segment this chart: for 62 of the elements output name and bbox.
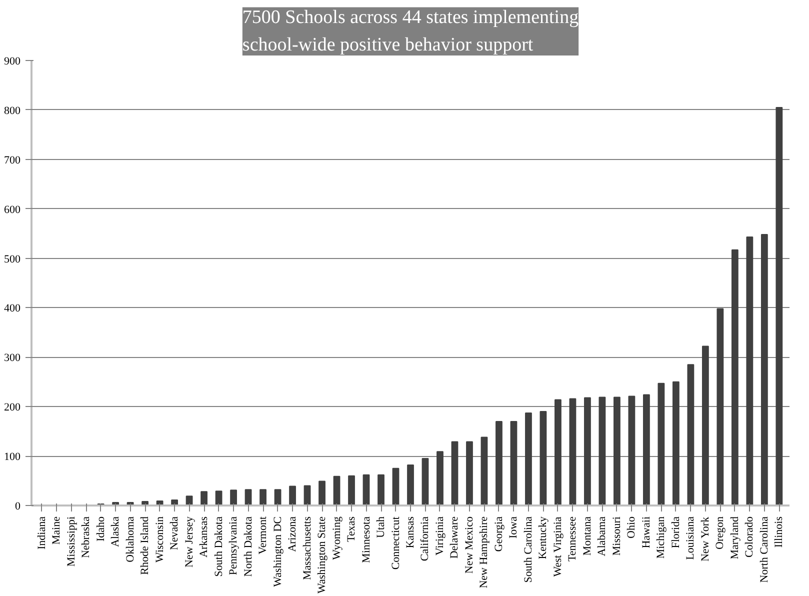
- y-tick-label: 600: [4, 204, 21, 216]
- y-tick-label: 300: [4, 352, 21, 364]
- y-tick-label: 500: [4, 253, 21, 266]
- x-tick-label: South Carolina: [522, 516, 534, 583]
- x-tick-label: Louisiana: [684, 516, 697, 560]
- y-tick-label: 900: [4, 56, 21, 68]
- x-tick-label: Utah: [375, 516, 388, 538]
- x-tick-label: Michigan: [655, 516, 668, 559]
- x-tick-label: Illinois: [773, 516, 786, 548]
- x-tick-label: Georgia: [492, 516, 505, 552]
- x-tick-label: New York: [699, 516, 712, 562]
- x-tick-label: Nebraska: [80, 516, 92, 558]
- x-tick-label: Maryland: [728, 516, 741, 560]
- x-tick-label: North Dakota: [242, 516, 254, 577]
- x-tick-label: Texas: [346, 516, 358, 542]
- x-tick-label: Washington DC: [272, 516, 284, 587]
- y-tick-label: 400: [4, 302, 21, 315]
- x-tick-label: Wisconsin: [154, 516, 166, 562]
- x-tick-label: Ohio: [626, 516, 638, 538]
- x-tick-label: New Hampshire: [478, 516, 490, 588]
- x-tick-label: Viriginia: [434, 516, 446, 556]
- y-tick-label: 800: [4, 104, 21, 117]
- x-tick-label: Arizona: [286, 516, 299, 552]
- x-tick-label: Montana: [581, 516, 594, 556]
- x-tick-label: Washington State: [316, 516, 328, 594]
- y-tick-label: 700: [4, 154, 21, 166]
- x-tick-label: Kansas: [404, 516, 416, 548]
- x-tick-label: Minnesota: [360, 516, 372, 563]
- x-tick-label: Idaho: [94, 516, 107, 542]
- y-tick-label: 0: [15, 500, 21, 512]
- x-tick-label: Maine: [50, 516, 63, 545]
- x-tick-label: Pennsylvania: [228, 516, 240, 576]
- x-tick-label: Rhode Island: [139, 516, 152, 575]
- x-tick-label: Alaska: [110, 516, 122, 548]
- x-tick-label: Massachusetts: [301, 516, 314, 580]
- x-tick-label: Alabama: [596, 516, 608, 556]
- x-tick-label: New Mexico: [463, 516, 476, 574]
- x-tick-label: Indiana: [36, 516, 48, 550]
- x-tick-label: South Dakota: [212, 516, 225, 577]
- x-tick-label: Missouri: [610, 516, 623, 556]
- y-tick-label: 200: [4, 402, 21, 414]
- x-tick-label: Arkansas: [198, 516, 210, 558]
- x-tick-label: Wyoming: [330, 516, 343, 560]
- x-tick-label: California: [419, 516, 432, 562]
- y-tick-label: 100: [4, 451, 21, 464]
- x-tick-label: North Carolina: [758, 516, 770, 583]
- x-tick-label: Tennessee: [566, 516, 579, 562]
- x-tick-label: New Jersey: [183, 516, 196, 568]
- x-tick-label: Mississippi: [65, 516, 78, 567]
- x-tick-label: Oklahoma: [124, 516, 136, 562]
- x-tick-label: West Virginia: [552, 516, 564, 577]
- x-tick-label: Iowa: [508, 516, 520, 538]
- x-tick-label: Colorado: [744, 516, 756, 558]
- chart-title: 7500 Schools across 44 states implementing school-wide positive behavior support: [242, 7, 580, 56]
- x-tick-label: Florida: [670, 516, 682, 548]
- x-tick-label: Nevada: [168, 516, 181, 550]
- x-tick-label: Delaware: [448, 516, 461, 559]
- x-tick-label: Kentucky: [537, 516, 550, 560]
- x-tick-label: Connecticut: [390, 516, 402, 570]
- x-tick-label: Vermont: [257, 516, 270, 554]
- x-tick-label: Oregon: [714, 516, 726, 550]
- x-tick-label: Hawaii: [640, 516, 652, 548]
